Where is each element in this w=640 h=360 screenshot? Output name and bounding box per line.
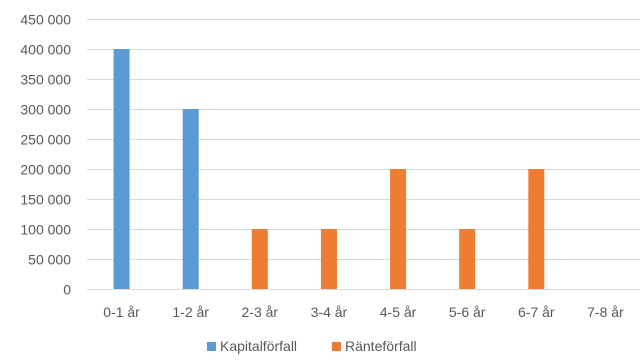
bar-ränteförfall bbox=[528, 169, 545, 289]
y-tick-label: 50 000 bbox=[28, 252, 71, 268]
x-tick-label: 6-7 år bbox=[518, 304, 555, 320]
y-tick-label: 250 000 bbox=[20, 132, 71, 148]
x-tick-label: 5-6 år bbox=[449, 304, 486, 320]
bar-ränteförfall bbox=[459, 229, 476, 289]
x-axis: 0-1 år 1-2 år 2-3 år 3-4 år 4-5 år 5-6 år 6-7 … bbox=[103, 304, 624, 320]
bar-kapitalförfall bbox=[113, 49, 130, 289]
x-tick-label: 1-2 år bbox=[172, 304, 209, 320]
gridlines bbox=[87, 19, 640, 290]
legend-label: Ränteförfall bbox=[345, 338, 417, 354]
y-tick-label: 100 000 bbox=[20, 222, 71, 238]
legend-swatch bbox=[207, 342, 216, 351]
bar-ränteförfall bbox=[390, 169, 407, 289]
legend-label: Kapitalförfall bbox=[220, 338, 297, 354]
y-tick-label: 350 000 bbox=[20, 72, 71, 88]
bar-ränteförfall bbox=[251, 229, 268, 289]
x-tick-label: 3-4 år bbox=[311, 304, 348, 320]
legend: Kapitalförfall Ränteförfall bbox=[207, 338, 417, 354]
y-axis: 0 50 000 100 000 150 000 200 000 250 000 300 0… bbox=[20, 12, 71, 298]
x-tick-label: 2-3 år bbox=[242, 304, 279, 320]
bar-ränteförfall bbox=[320, 229, 337, 289]
y-tick-label: 200 000 bbox=[20, 162, 71, 178]
y-tick-label: 300 000 bbox=[20, 102, 71, 118]
x-tick-label: 4-5 år bbox=[380, 304, 417, 320]
y-tick-label: 400 000 bbox=[20, 42, 71, 58]
legend-swatch bbox=[332, 342, 341, 351]
y-tick-label: 450 000 bbox=[20, 12, 71, 28]
y-tick-label: 0 bbox=[63, 282, 71, 298]
x-tick-label: 0-1 år bbox=[103, 304, 140, 320]
x-tick-label: 7-8 år bbox=[587, 304, 624, 320]
y-tick-label: 150 000 bbox=[20, 192, 71, 208]
bars bbox=[113, 49, 545, 289]
bar-kapitalförfall bbox=[182, 109, 199, 289]
